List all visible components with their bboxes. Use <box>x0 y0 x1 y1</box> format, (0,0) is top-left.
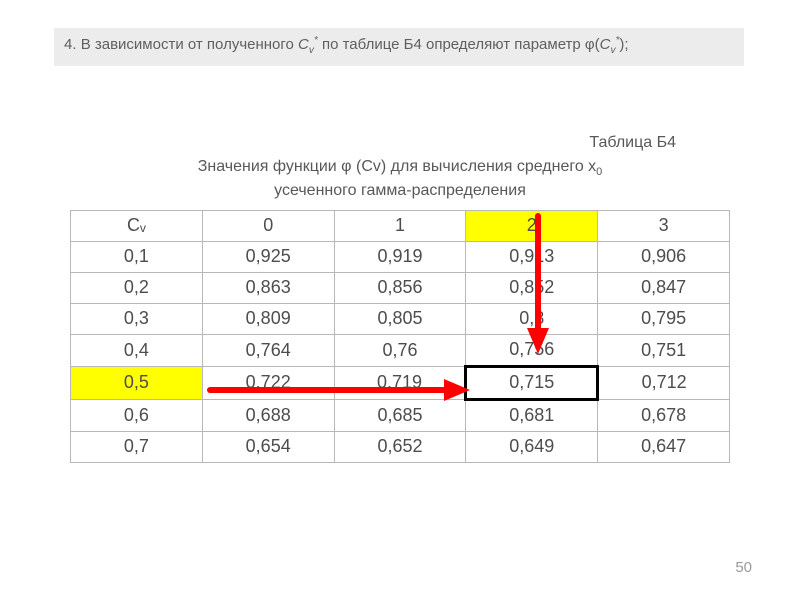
table-cell: 0,715 <box>466 367 598 400</box>
table-cell: 0,685 <box>334 400 466 432</box>
table-cell: 0,678 <box>598 400 730 432</box>
cv-symbol-1: Cv* <box>298 36 318 53</box>
row-header: 0,4 <box>71 335 203 367</box>
table-cell: 0,712 <box>598 367 730 400</box>
col-header-3: 3 <box>598 211 730 242</box>
col-header-0: 0 <box>202 211 334 242</box>
col-header-1: 1 <box>334 211 466 242</box>
step-number: 4. <box>64 36 77 53</box>
table-cell: 0,647 <box>598 432 730 463</box>
table-cell: 0,795 <box>598 304 730 335</box>
table-cell: 0,805 <box>334 304 466 335</box>
table-row: 0,70,6540,6520,6490,647 <box>71 432 730 463</box>
table-cell: 0,925 <box>202 242 334 273</box>
table-row: 0,60,6880,6850,6810,678 <box>71 400 730 432</box>
table-row: 0,20,8630,8560,8520,847 <box>71 273 730 304</box>
table-cell: 0,722 <box>202 367 334 400</box>
table-cell: 0,863 <box>202 273 334 304</box>
table-cell: 0,856 <box>334 273 466 304</box>
row-header: 0,1 <box>71 242 203 273</box>
table-cell: 0,649 <box>466 432 598 463</box>
table-cell: 0,76 <box>334 335 466 367</box>
table-cell: 0,719 <box>334 367 466 400</box>
table-row: 0,50,7220,7190,7150,712 <box>71 367 730 400</box>
table-cell: 0,8 <box>466 304 598 335</box>
table-cell: 0,652 <box>334 432 466 463</box>
col-header-2: 2 <box>466 211 598 242</box>
step-text-mid: по таблице Б4 определяют параметр φ( <box>322 36 600 53</box>
table-cell: 0,688 <box>202 400 334 432</box>
step-header-strip: 4. В зависимости от полученного Cv* по т… <box>54 28 744 66</box>
table-b4: Cᵥ01230,10,9250,9190,9130,9060,20,8630,8… <box>70 210 730 463</box>
table-cell: 0,809 <box>202 304 334 335</box>
cv-symbol-2: Cv* <box>600 36 620 53</box>
table-row: 0,10,9250,9190,9130,906 <box>71 242 730 273</box>
table-cell: 0,913 <box>466 242 598 273</box>
table-cell: 0,751 <box>598 335 730 367</box>
table-cell: 0,756 <box>466 335 598 367</box>
table-cell: 0,847 <box>598 273 730 304</box>
table-label: Таблица Б4 <box>120 132 680 154</box>
table-cell: 0,919 <box>334 242 466 273</box>
step-text-before: В зависимости от полученного <box>81 36 298 53</box>
step-text-after: ); <box>619 36 628 53</box>
row-header: 0,5 <box>71 367 203 400</box>
row-header: 0,7 <box>71 432 203 463</box>
table-cell: 0,654 <box>202 432 334 463</box>
page: 4. В зависимости от полученного Cv* по т… <box>0 0 800 600</box>
table-cell: 0,852 <box>466 273 598 304</box>
row-header: 0,6 <box>71 400 203 432</box>
page-number: 50 <box>735 559 752 576</box>
caption-line-1: Значения функции φ (Cv) для вычисления с… <box>120 156 680 180</box>
table-cell: 0,764 <box>202 335 334 367</box>
col-header-cv: Cᵥ <box>71 211 203 242</box>
table-cell: 0,906 <box>598 242 730 273</box>
table-cell: 0,681 <box>466 400 598 432</box>
row-header: 0,2 <box>71 273 203 304</box>
row-header: 0,3 <box>71 304 203 335</box>
table-caption: Таблица Б4 Значения функции φ (Cv) для в… <box>120 132 680 201</box>
table-row: 0,30,8090,8050,80,795 <box>71 304 730 335</box>
table-row: 0,40,7640,760,7560,751 <box>71 335 730 367</box>
caption-line-2: усеченного гамма-распределения <box>120 180 680 202</box>
